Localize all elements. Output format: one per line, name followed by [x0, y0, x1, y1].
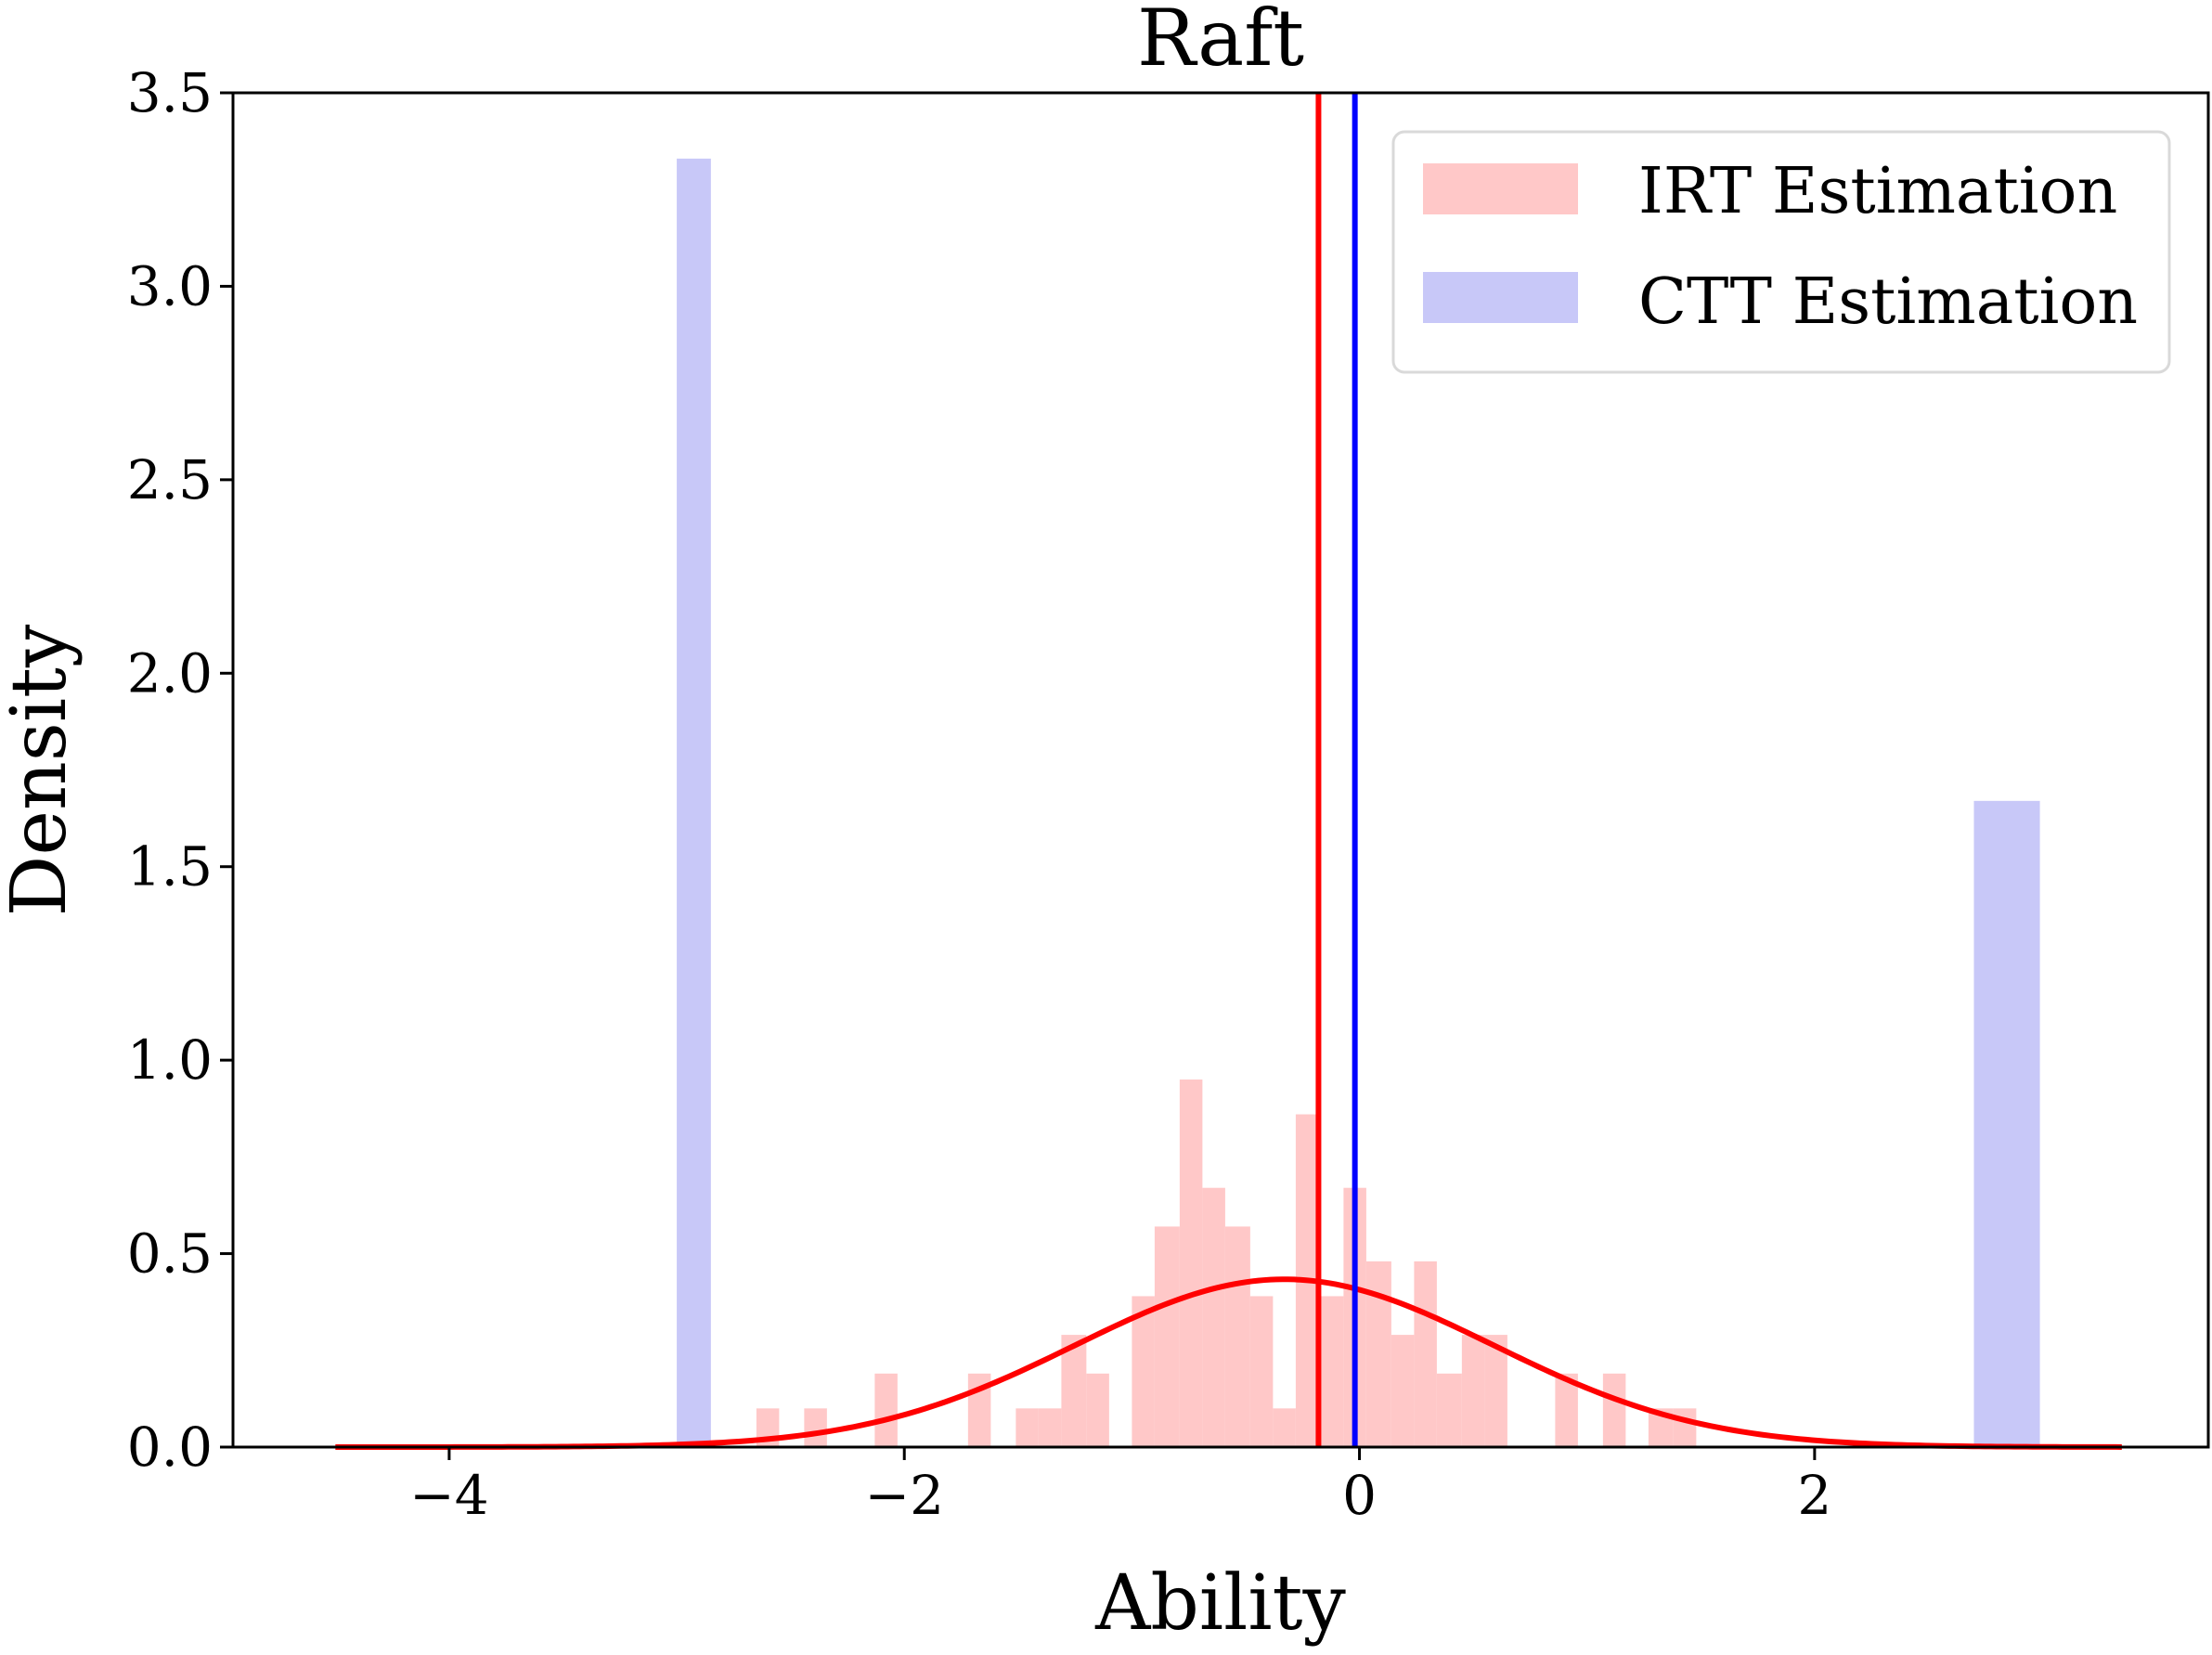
y-axis: 0.0 0.5 1.0 1.5 2.0 2.5 3.0 3.5: [127, 61, 233, 1479]
ctt-histogram: [677, 158, 2040, 1447]
irt-bar: [1602, 1373, 1626, 1447]
legend-swatch-ctt: [1423, 272, 1578, 323]
x-tick-label: 0: [1342, 1464, 1377, 1527]
y-tick-label: 3.0: [127, 254, 213, 317]
irt-bar: [1273, 1408, 1296, 1447]
legend-swatch-irt: [1423, 163, 1578, 214]
irt-bar: [1132, 1296, 1155, 1447]
irt-bar: [1154, 1226, 1180, 1447]
irt-bar: [1484, 1335, 1507, 1447]
irt-bar: [1391, 1335, 1415, 1447]
irt-bar: [1086, 1373, 1109, 1447]
irt-histogram: [756, 1079, 1697, 1447]
irt-bar: [1365, 1261, 1391, 1447]
legend-label-irt: IRT Estimation: [1638, 155, 2117, 228]
irt-bar: [1015, 1408, 1039, 1447]
y-tick-label: 2.0: [127, 641, 213, 705]
legend-box: [1391, 130, 2171, 374]
x-tick-label: −2: [864, 1464, 944, 1527]
y-tick-label: 1.5: [127, 835, 213, 899]
y-axis-label: Density: [0, 624, 84, 916]
irt-bar: [1179, 1079, 1203, 1447]
x-axis: −4 −2 0 2: [409, 1447, 1831, 1527]
y-tick-label: 0.5: [127, 1222, 213, 1286]
irt-bar: [1202, 1187, 1225, 1447]
x-tick-label: 2: [1797, 1464, 1831, 1527]
x-axis-label: Ability: [1094, 1559, 1346, 1648]
irt-bar: [804, 1408, 827, 1447]
irt-bar: [1461, 1335, 1485, 1447]
irt-bar: [1249, 1296, 1274, 1447]
irt-bar: [874, 1373, 898, 1447]
ctt-bar: [677, 158, 711, 1447]
plot-area: [231, 91, 2210, 1450]
irt-bar: [1673, 1408, 1697, 1447]
irt-bar: [1555, 1373, 1578, 1447]
legend-label-ctt: CTT Estimation: [1638, 265, 2138, 339]
irt-bar: [1414, 1261, 1437, 1447]
irt-bar: [1061, 1335, 1087, 1447]
plot-frame: [231, 91, 2210, 1449]
irt-bar: [1436, 1373, 1462, 1447]
x-tick-label: −4: [409, 1464, 489, 1527]
chart-title: Raft: [1137, 0, 1304, 84]
irt-bar: [1320, 1296, 1344, 1447]
y-tick-label: 1.0: [127, 1028, 213, 1092]
mean-lines: [1315, 93, 1358, 1447]
irt-bar: [1224, 1226, 1250, 1447]
ctt-bar: [1973, 800, 2040, 1447]
irt-bar: [1038, 1408, 1062, 1447]
y-tick-label: 0.0: [127, 1416, 213, 1479]
y-tick-label: 3.5: [127, 61, 213, 124]
y-tick-label: 2.5: [127, 448, 213, 511]
legend: IRT Estimation CTT Estimation: [1391, 130, 2171, 374]
